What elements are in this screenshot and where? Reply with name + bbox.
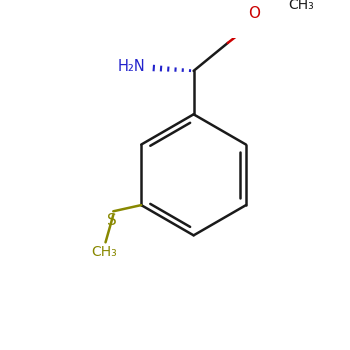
- Text: O: O: [248, 6, 260, 21]
- Text: S: S: [107, 213, 117, 228]
- Text: CH₃: CH₃: [288, 0, 314, 12]
- Text: CH₃: CH₃: [91, 245, 117, 259]
- Text: H₂N: H₂N: [118, 59, 146, 74]
